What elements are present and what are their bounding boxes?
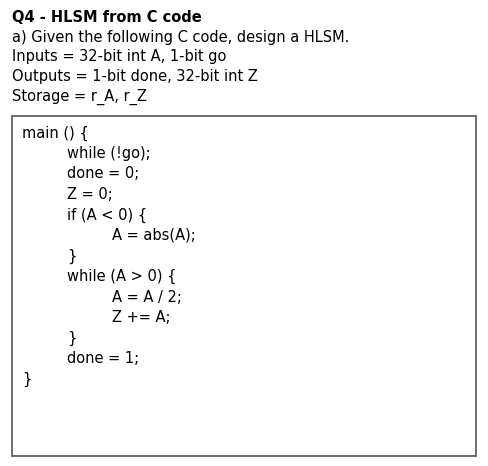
- Text: Z = 0;: Z = 0;: [67, 187, 113, 202]
- Text: Inputs = 32-bit int A, 1-bit go: Inputs = 32-bit int A, 1-bit go: [12, 49, 226, 64]
- Text: while (A > 0) {: while (A > 0) {: [67, 269, 177, 284]
- Text: a) Given the following C code, design a HLSM.: a) Given the following C code, design a …: [12, 30, 349, 45]
- Text: Z += A;: Z += A;: [112, 310, 170, 325]
- Text: }: }: [67, 330, 77, 346]
- Text: Storage = r_A, r_Z: Storage = r_A, r_Z: [12, 89, 147, 105]
- Bar: [12, 116, 476, 456]
- Text: while (!go);: while (!go);: [67, 146, 151, 161]
- Text: if (A < 0) {: if (A < 0) {: [67, 207, 147, 223]
- Text: Q4 - HLSM from C code: Q4 - HLSM from C code: [12, 11, 202, 26]
- Text: A = A / 2;: A = A / 2;: [112, 289, 182, 304]
- Text: }: }: [22, 371, 31, 387]
- Text: Outputs = 1-bit done, 32-bit int Z: Outputs = 1-bit done, 32-bit int Z: [12, 69, 258, 84]
- Text: main () {: main () {: [22, 125, 89, 141]
- Text: A = abs(A);: A = abs(A);: [112, 228, 196, 243]
- Text: done = 0;: done = 0;: [67, 166, 139, 181]
- Text: done = 1;: done = 1;: [67, 351, 139, 366]
- Text: }: }: [67, 248, 77, 264]
